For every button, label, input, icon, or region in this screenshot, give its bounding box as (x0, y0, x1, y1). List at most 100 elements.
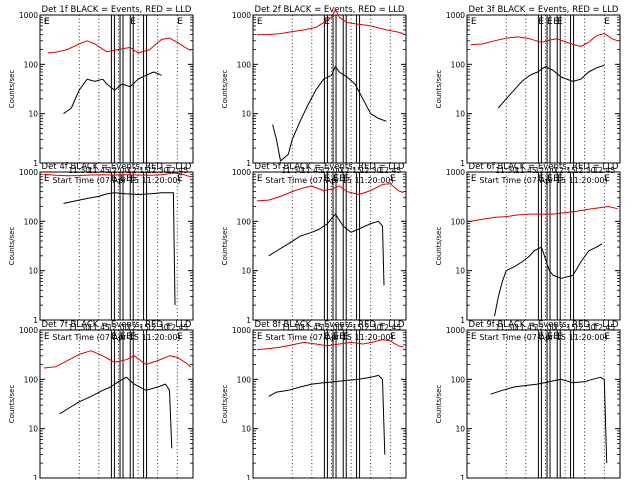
y-tick-label: 100 (451, 375, 466, 384)
y-axis-label: Counts/sec (221, 227, 229, 266)
plot-frame (39, 171, 194, 321)
flag-label: E (257, 174, 263, 184)
x-tick-label: 11:30 (68, 166, 90, 175)
x-tick-label: 12:00 (321, 166, 343, 175)
flag-label: E (604, 174, 610, 184)
x-tick-label: 12:15 (340, 166, 362, 175)
y-tick-label: 1 (246, 474, 251, 480)
flag-label: E (126, 332, 132, 342)
plot-title: Det 6f BLACK = Events, RED = LLD (469, 162, 619, 172)
series-events (490, 376, 608, 464)
x-tick-label: 11:30 (281, 323, 303, 332)
x-tick-label: 11:30 (68, 323, 90, 332)
flag-label: E (333, 174, 339, 184)
flag-label: E (343, 332, 349, 342)
y-tick-label: 1 (460, 159, 465, 168)
flag-label: E (553, 332, 559, 342)
flag-label: E (538, 174, 544, 184)
plot-panel-3: Det 3f BLACK = Events, RED = LLD 11:3011:… (435, 5, 621, 185)
plot-frame (39, 329, 194, 479)
plot-panel-8: Det 8f BLACK = Events, RED = LLD11:3011:… (221, 320, 407, 480)
series-events (268, 374, 386, 455)
flag-label: E (44, 17, 50, 27)
series-events (494, 243, 603, 317)
plot-title: Det 7f BLACK = Events, RED = LLD (42, 320, 192, 330)
plot-frame (252, 171, 407, 321)
flag-label: E (257, 332, 263, 342)
flag-label: E (126, 174, 132, 184)
y-tick-label: 1 (33, 316, 38, 325)
y-tick-label: 1000 (232, 11, 251, 20)
y-tick-label: 1000 (446, 326, 465, 335)
flag-label: E (177, 332, 183, 342)
plot-title: Det 1f BLACK = Events, RED = LLD (42, 5, 192, 15)
y-tick-label: 100 (451, 217, 466, 226)
x-axis-label: Start Time (07-Apr-15 11:20:00) (265, 176, 393, 185)
flag-label: E (538, 332, 544, 342)
x-tick-label: 11:30 (495, 323, 517, 332)
y-tick-label: 10 (455, 110, 465, 119)
y-tick-label: 10 (241, 267, 251, 276)
y-tick-label: 10 (241, 110, 251, 119)
flag-label: E (471, 174, 477, 184)
series-events (63, 192, 176, 306)
flag-label: E (130, 17, 136, 27)
plot-frame (39, 14, 194, 164)
flag-label: E (471, 332, 477, 342)
flag-label: E (333, 332, 339, 342)
x-tick-label: 12:00 (108, 166, 130, 175)
x-tick-label: 12:15 (127, 323, 149, 332)
series-events (272, 66, 387, 162)
y-axis-label: Counts/sec (221, 70, 229, 109)
plot-title: Det 9f BLACK = Events, RED = LLD (469, 320, 619, 330)
plot-title: Det 5f BLACK = Events, RED = LLD (255, 162, 405, 172)
y-tick-label: 1000 (19, 326, 38, 335)
y-tick-label: 100 (451, 60, 466, 69)
flag-label: E (177, 17, 183, 27)
x-tick-label: 11:45 (88, 323, 110, 332)
plot-title: Det 8f BLACK = Events, RED = LLD (255, 320, 405, 330)
x-axis-label: Start Time (07-Apr-15 11:20:00) (479, 333, 607, 342)
plot-frame (466, 171, 621, 321)
y-tick-label: 100 (237, 217, 252, 226)
flag-label: E (111, 332, 117, 342)
flag-label: E (324, 332, 330, 342)
x-tick-label: 12:30 (147, 323, 169, 332)
y-tick-label: 100 (24, 217, 39, 226)
flag-label: E (471, 17, 477, 27)
x-tick-label: 12:00 (321, 323, 343, 332)
x-tick-label: 11:45 (301, 323, 323, 332)
plot-frame (466, 14, 621, 164)
x-axis-label: Start Time (07-Apr-15 11:20:00) (52, 333, 180, 342)
y-tick-label: 10 (28, 110, 38, 119)
flag-label: E (339, 174, 345, 184)
y-axis-label: Counts/sec (435, 70, 443, 109)
y-tick-label: 1 (33, 474, 38, 480)
plot-frame (252, 329, 407, 479)
y-tick-label: 1000 (19, 168, 38, 177)
x-tick-label: 12:45 (379, 323, 401, 332)
series-lld (256, 8, 404, 36)
flag-label: E (604, 332, 610, 342)
series-events (63, 71, 162, 115)
flag-label: E (111, 174, 117, 184)
y-axis-label: Counts/sec (435, 385, 443, 424)
y-tick-label: 10 (241, 425, 251, 434)
y-tick-label: 1000 (19, 11, 38, 20)
x-tick-label: 12:15 (554, 323, 576, 332)
flag-label: E (339, 332, 345, 342)
y-tick-label: 1000 (446, 11, 465, 20)
x-tick-label: 12:30 (360, 323, 382, 332)
series-events (59, 376, 173, 449)
plot-title: Det 2f BLACK = Events, RED = LLD (255, 5, 405, 15)
x-tick-label: 12:45 (166, 323, 188, 332)
flag-label: E (553, 17, 559, 27)
y-axis-label: Counts/sec (221, 385, 229, 424)
series-lld (43, 350, 191, 369)
x-tick-label: 12:45 (166, 166, 188, 175)
flag-label: E (390, 174, 396, 184)
x-axis-label: Start Time (07-Apr-15 11:20:00) (265, 333, 393, 342)
flag-label: E (44, 332, 50, 342)
series-lld (47, 37, 191, 54)
